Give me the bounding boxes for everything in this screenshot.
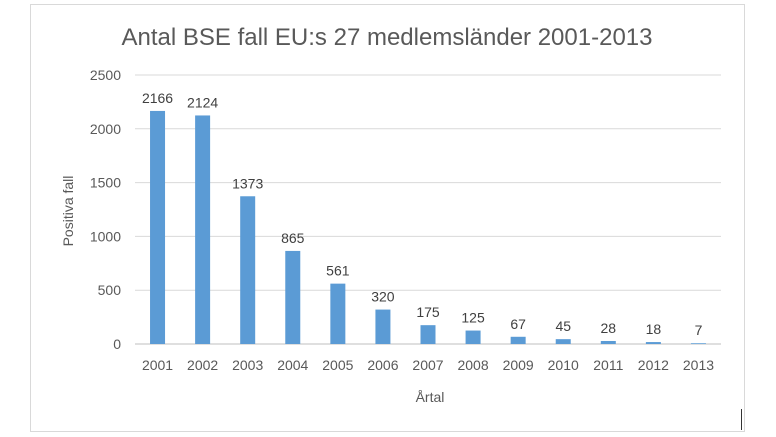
bar-2002 [195,115,211,344]
y-tick-label: 0 [113,336,121,352]
bar-2006 [375,309,391,344]
x-tick-label: 2002 [187,357,218,373]
y-tick-label: 2000 [90,121,121,137]
x-tick-label: 2013 [683,357,714,373]
x-tick-label: 2010 [548,357,579,373]
x-tick-label: 2006 [367,357,398,373]
x-tick-label: 2004 [277,357,308,373]
data-label-2008: 125 [461,310,485,326]
x-tick-label: 2012 [638,357,669,373]
data-label-2011: 28 [601,320,617,336]
chart-title: Antal BSE fall EU:s 27 medlemsländer 200… [122,24,653,51]
x-tick-label: 2007 [412,357,443,373]
data-label-2004: 865 [281,230,305,246]
y-axis-title: Positiva fall [60,176,76,247]
bar-2004 [285,250,301,344]
bar-2013 [690,343,706,344]
data-label-2012: 18 [646,321,662,337]
bar-2009 [510,336,526,344]
y-tick-label: 500 [98,282,122,298]
data-label-2013: 7 [695,322,703,338]
gridlines [135,74,721,345]
y-tick-label: 1000 [90,228,121,244]
bar-2003 [240,196,256,344]
x-tick-label: 2011 [593,357,623,373]
data-label-2003: 1373 [232,175,263,191]
bars [150,110,706,344]
x-axis-title: Årtal [416,389,445,405]
data-label-2006: 320 [371,289,395,305]
x-tick-label: 2005 [322,357,353,373]
data-labels: 2166 2124 1373 865 561 320 175 125 67 45 28 18 7 [142,90,703,338]
data-label-2001: 2166 [142,90,173,106]
data-label-2002: 2124 [187,94,218,110]
x-tick-label: 2001 [142,357,173,373]
bar-2011 [600,340,616,344]
x-tick-label: 2008 [457,357,488,373]
bar-2012 [645,342,661,344]
bar-2007 [420,325,436,344]
text-cursor [741,409,742,430]
y-tick-label: 2500 [90,67,121,83]
x-tick-label: 2003 [232,357,263,373]
x-tick-label: 2009 [503,357,534,373]
x-tick-labels: 2001 2002 2003 2004 2005 2006 2007 2008 2009 2010… [142,357,714,373]
y-tick-labels: 0 500 1000 1500 2000 2500 [90,67,121,352]
bar-2010 [555,339,571,344]
data-label-2010: 45 [555,318,571,334]
data-label-2009: 67 [510,316,526,332]
bar-2001 [150,110,166,344]
bar-2005 [330,283,346,344]
bar-2008 [465,330,481,344]
data-label-2005: 561 [326,263,350,279]
data-label-2007: 175 [416,304,440,320]
y-tick-label: 1500 [90,175,121,191]
